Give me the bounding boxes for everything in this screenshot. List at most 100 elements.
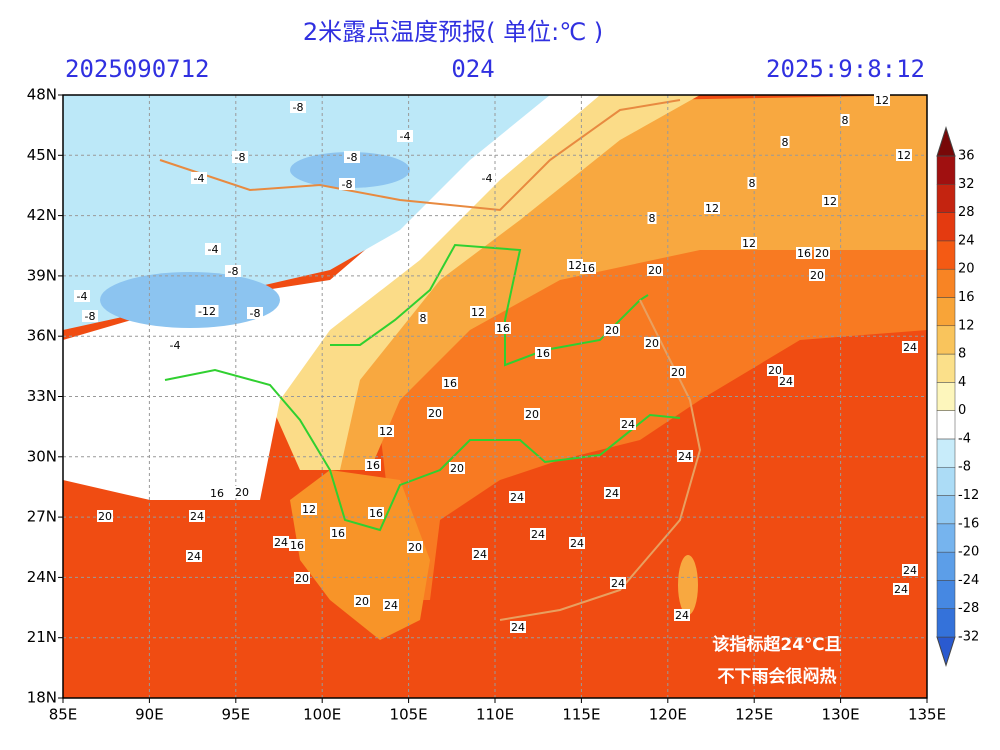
contour-label: 20	[648, 264, 662, 277]
contour-label-bg	[232, 151, 248, 163]
contour-label-bg	[767, 364, 783, 376]
contour-label-bg	[677, 450, 693, 462]
contour-label-bg	[82, 310, 98, 322]
contour-label: 20	[815, 247, 829, 260]
contour-label: 16	[366, 459, 380, 472]
contour-label: 16	[369, 507, 383, 520]
lead-hours: 024	[451, 55, 494, 83]
x-tick-label: 130E	[822, 706, 860, 724]
contour-label-bg	[294, 572, 310, 584]
contour-label-bg	[472, 548, 488, 560]
contour-label-bg	[247, 307, 263, 319]
colorbar-segment	[936, 212, 956, 242]
contour-label: -4	[208, 243, 219, 256]
contour-label-bg	[234, 486, 250, 498]
contour-label-bg	[670, 366, 686, 378]
contour-label-bg	[580, 262, 596, 274]
contour-label-bg	[167, 339, 183, 351]
colorbar-segment	[936, 410, 956, 440]
contour-label-bg	[195, 305, 219, 317]
colorbar-label: -16	[958, 516, 979, 531]
contour-label: 8	[749, 177, 756, 190]
colorbar-label: 0	[958, 403, 966, 418]
contour-label-bg	[427, 407, 443, 419]
contour-label: 20	[450, 462, 464, 475]
contour-label: 16	[797, 247, 811, 260]
contour-label: 16	[581, 262, 595, 275]
contour-label: 12	[568, 259, 582, 272]
field-region	[290, 470, 430, 640]
contour-label: 20	[295, 572, 309, 585]
contour-label-bg	[620, 418, 636, 430]
contour-label: 24	[894, 583, 908, 596]
colorbar-label: 16	[958, 290, 975, 305]
contour-label-bg	[449, 462, 465, 474]
contour-label-bg	[289, 539, 305, 551]
contour-label: 20	[355, 595, 369, 608]
contour-label: -8	[250, 307, 261, 320]
contour-label: -12	[198, 305, 216, 318]
contour-label-bg	[365, 459, 381, 471]
contour-label: 16	[536, 347, 550, 360]
contour-label-bg	[301, 503, 317, 515]
y-tick-label: 42N	[27, 206, 57, 224]
contour-label: -4	[482, 172, 493, 185]
title: 2米露点温度预报( 单位:℃ )	[303, 18, 603, 46]
colorbar-segment	[936, 438, 956, 468]
contour-label-bg	[205, 243, 221, 255]
border	[159, 99, 681, 212]
x-tick-label: 100E	[303, 706, 341, 724]
contour-label: 24	[903, 564, 917, 577]
contour-label: -8	[235, 151, 246, 164]
annotation: 不下雨会很闷热	[718, 666, 837, 687]
contour-label-bg	[290, 101, 306, 113]
contour-label-bg	[470, 306, 486, 318]
contour-label-bg	[418, 312, 428, 324]
colorbar-label: -24	[958, 573, 979, 588]
colorbar-label: 36	[958, 149, 975, 164]
colorbar-segment	[936, 325, 956, 355]
colorbar-segment	[936, 466, 956, 496]
contour-label-bg	[896, 149, 912, 161]
field-region	[678, 555, 698, 615]
contour-label: -8	[228, 265, 239, 278]
field-region	[290, 152, 410, 188]
contour-label: 12	[379, 425, 393, 438]
contour-label-bg	[567, 259, 583, 271]
colorbar-segment	[936, 382, 956, 411]
contour-label-bg	[874, 94, 890, 106]
contour-label: 24	[473, 548, 487, 561]
contour-label: 16	[331, 527, 345, 540]
x-tick-label: 120E	[649, 706, 687, 724]
colorbar-label: -20	[958, 545, 979, 560]
contour-label: 24	[611, 577, 625, 590]
colorbar-segment	[936, 184, 956, 213]
field-region	[260, 95, 700, 470]
colorbar-segment	[936, 636, 956, 667]
contour-label-bg	[273, 536, 289, 548]
x-tick-label: 90E	[135, 706, 164, 724]
colorbar-label: -8	[958, 460, 971, 475]
contour-label: 16	[443, 377, 457, 390]
coastline	[499, 299, 702, 621]
x-tick-label: 110E	[476, 706, 514, 724]
colorbar-label: 32	[958, 177, 975, 192]
contour-label-bg	[189, 510, 205, 522]
contour-label-bg	[893, 583, 909, 595]
contour-label: 24	[531, 528, 545, 541]
contour-label-bg	[383, 599, 399, 611]
contour-label: 24	[510, 491, 524, 504]
x-tick-label: 135E	[908, 706, 946, 724]
contour-label-bg	[780, 136, 790, 148]
contour-label-bg	[368, 507, 384, 519]
field-region	[63, 95, 550, 330]
colorbar-label: -32	[958, 630, 979, 645]
y-tick-label: 30N	[27, 447, 57, 465]
contour-label: 8	[649, 212, 656, 225]
field-region	[63, 95, 600, 500]
contour-label-bg	[814, 247, 830, 259]
contour-label-bg	[354, 595, 370, 607]
contour-label-bg	[191, 172, 207, 184]
y-tick-label: 24N	[27, 568, 57, 586]
contour-label: 24	[621, 418, 635, 431]
